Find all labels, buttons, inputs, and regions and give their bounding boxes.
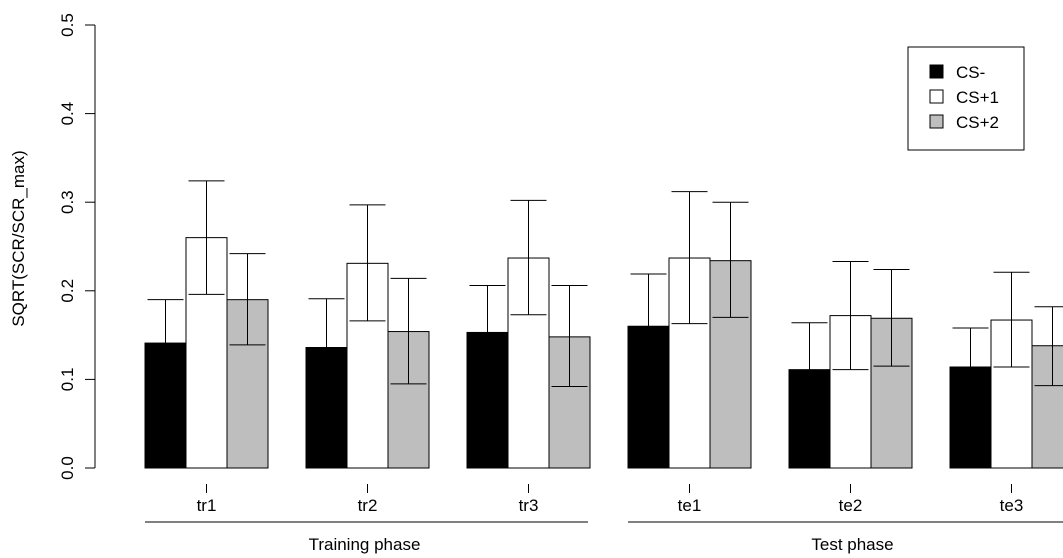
y-tick-label: 0.3	[58, 190, 77, 214]
y-tick-label: 0.0	[58, 456, 77, 480]
y-tick-label: 0.5	[58, 13, 77, 37]
category-label-te1: te1	[678, 496, 702, 515]
category-label-te3: te3	[1000, 496, 1024, 515]
legend-box	[907, 46, 1025, 151]
category-label-tr1: tr1	[197, 496, 217, 515]
phase-group-label: Test phase	[811, 535, 893, 554]
bar-CS+2-te3	[1031, 345, 1063, 469]
legend-label-CS+2: CS+2	[956, 113, 999, 132]
y-tick-label: 0.2	[58, 279, 77, 303]
plot-area	[144, 180, 1063, 469]
phase-groups: Training phase Test phase	[145, 521, 1063, 554]
y-axis-title: SQRT(SCR/SCR_max)	[9, 150, 28, 326]
category-label-tr2: tr2	[358, 496, 378, 515]
legend-swatch-CS-	[929, 64, 944, 79]
y-tick-label: 0.4	[58, 102, 77, 126]
y-axis: 0.0 0.1 0.2 0.3 0.4 0.5 SQRT(SCR/SCR_max)	[9, 13, 96, 480]
legend: CS- CS+1 CS+2	[907, 46, 1025, 151]
legend-label-CS+1: CS+1	[956, 88, 999, 107]
legend-label-CS-: CS-	[956, 63, 985, 82]
legend-swatch-CS+1	[929, 89, 944, 104]
legend-swatch-CS+2	[929, 114, 944, 129]
category-label-tr3: tr3	[519, 496, 539, 515]
x-axis-categories: tr1 tr2 tr3 te1 te2 te3	[197, 484, 1024, 515]
y-tick-label: 0.1	[58, 368, 77, 392]
phase-group-label: Training phase	[309, 535, 421, 554]
category-label-te2: te2	[839, 496, 863, 515]
